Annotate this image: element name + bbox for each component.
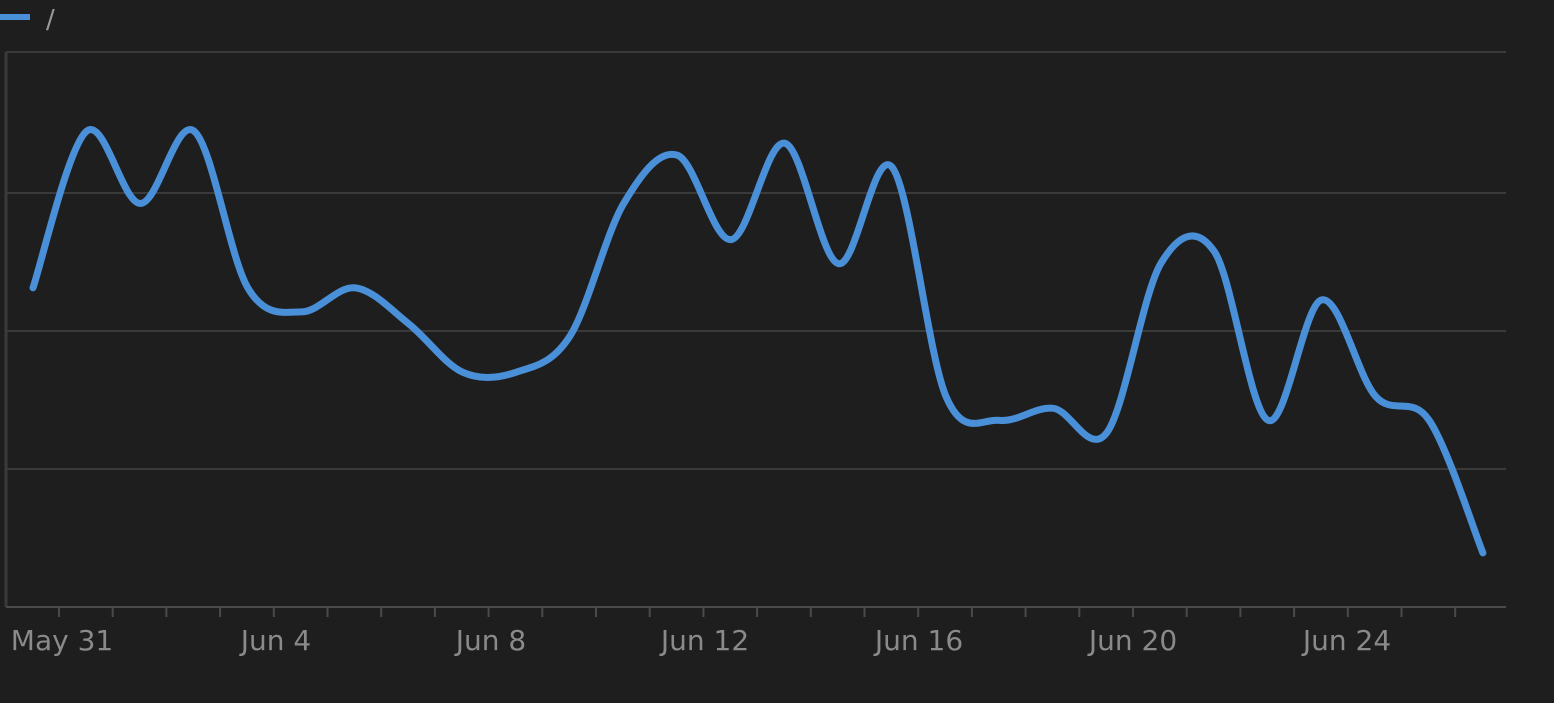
series-line <box>29 126 1487 557</box>
x-axis: May 31 Jun 4 Jun 8 Jun 12 Jun 16 Jun 20 Jun 24 <box>4 52 1506 657</box>
x-tick-label: Jun 8 <box>454 624 526 657</box>
legend-label: / <box>46 5 55 35</box>
x-tick-label: Jun 12 <box>659 624 749 657</box>
x-tick-label: Jun 4 <box>239 624 311 657</box>
x-tick-label: Jun 16 <box>873 624 963 657</box>
legend: / <box>0 5 55 35</box>
x-tick-label: Jun 24 <box>1301 624 1391 657</box>
gridlines <box>6 51 1506 470</box>
x-tick-label: Jun 20 <box>1087 624 1177 657</box>
legend-swatch <box>0 14 30 20</box>
series-layer <box>29 126 1487 557</box>
x-tick-label: May 31 <box>11 624 113 657</box>
